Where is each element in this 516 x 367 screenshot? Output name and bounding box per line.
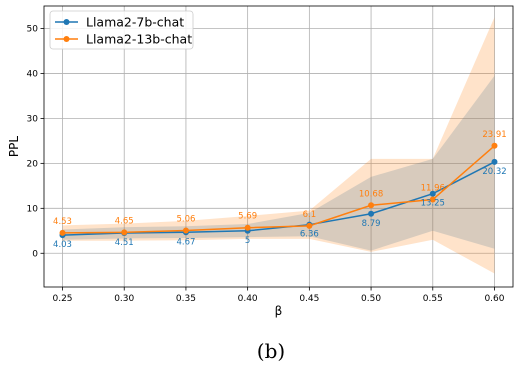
legend-marker-llama2-13b-chat [63,36,70,42]
x-tick-label: 0.55 [423,294,443,304]
x-tick-label: 0.45 [299,294,319,304]
y-tick-label: 10 [27,204,39,214]
data-label: 23.91 [482,130,506,140]
y-axis-label: PPL [7,136,21,157]
legend: Llama2-7b-chat Llama2-13b-chat [49,10,194,50]
data-label: 4.51 [115,238,134,248]
data-label: 5.69 [238,212,257,222]
point-llama2-7b-chat [368,210,375,217]
legend-box [49,10,194,50]
data-label: 5 [245,236,250,246]
data-label: 13.25 [421,199,445,209]
plot-frame [43,5,514,288]
data-label: 11.96 [421,184,445,194]
x-tick-label: 0.40 [238,294,258,304]
x-axis-label: β [275,304,283,318]
y-tick-label: 0 [32,249,38,259]
data-label: 6.36 [300,230,319,240]
series-lines [62,145,495,236]
x-tick-label: 0.25 [52,294,72,304]
x-tick-label: 0.35 [176,294,196,304]
point-llama2-13b-chat [306,222,313,229]
data-label: 4.03 [53,240,72,250]
y-tick-label: 30 [27,114,39,124]
data-labels: 4.03 4.51 4.67 5 6.36 8.79 13.25 20.32 4.53 4.65 5… [53,130,507,250]
point-llama2-13b-chat [491,142,498,149]
line-llama2-13b-chat [62,145,495,234]
x-axis-ticks: 0.25 0.30 0.35 0.40 0.45 0.50 0.55 0.60 [52,287,505,304]
legend-label-llama2-7b-chat: Llama2-7b-chat [86,15,184,30]
point-llama2-13b-chat [121,229,128,236]
data-label: 4.67 [176,237,195,247]
series-markers [59,142,498,239]
x-tick-label: 0.50 [361,294,381,304]
y-axis-ticks: 0 10 20 30 40 50 [27,24,44,259]
x-tick-label: 0.30 [114,294,134,304]
legend-label-llama2-13b-chat: Llama2-13b-chat [86,32,192,47]
data-label: 8.79 [362,219,381,229]
legend-marker-llama2-7b-chat [63,19,70,25]
grid-lines [44,6,513,287]
point-llama2-13b-chat [244,224,251,231]
point-llama2-7b-chat [429,190,436,197]
data-label: 20.32 [482,167,506,177]
point-llama2-7b-chat [491,158,498,165]
band-llama2-7b-chat [62,75,495,251]
band-llama2-13b-chat [62,17,495,274]
figure-caption: (b) [257,339,285,363]
data-label: 6.1 [303,210,317,220]
data-label: 5.06 [176,215,195,225]
data-label: 4.53 [53,217,72,227]
line-llama2-7b-chat [62,161,495,236]
point-llama2-13b-chat [59,229,66,236]
x-tick-label: 0.60 [484,294,504,304]
y-tick-label: 40 [27,69,39,79]
point-llama2-13b-chat [182,227,189,234]
point-llama2-13b-chat [368,202,375,209]
data-label: 10.68 [359,189,383,199]
data-label: 4.65 [115,216,134,226]
point-llama2-13b-chat [429,196,436,203]
confidence-bands [62,17,495,274]
y-tick-label: 20 [27,159,39,169]
y-tick-label: 50 [27,24,39,34]
